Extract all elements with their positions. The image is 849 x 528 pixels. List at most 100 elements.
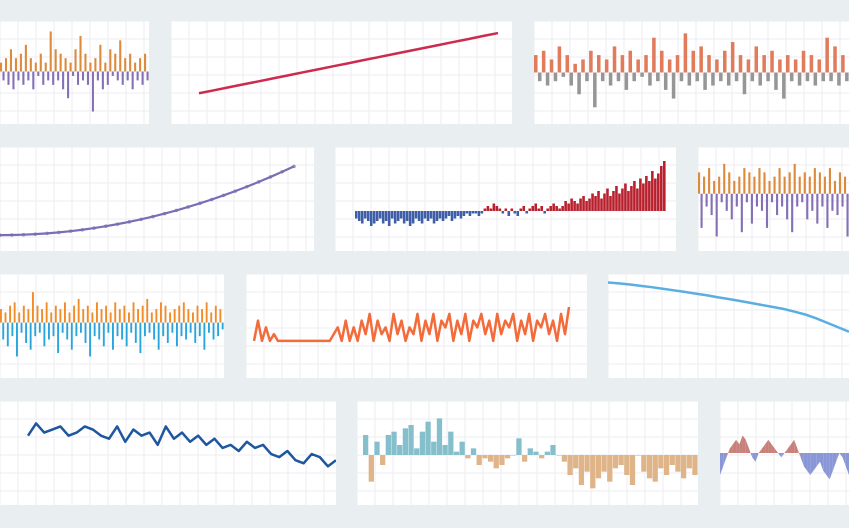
bar xyxy=(6,322,9,347)
bar xyxy=(408,425,414,455)
bar xyxy=(561,455,568,462)
bar xyxy=(667,59,672,73)
bar xyxy=(417,211,421,221)
bar xyxy=(608,72,613,86)
bar xyxy=(541,50,546,73)
area-segment xyxy=(768,439,772,453)
bar xyxy=(153,322,156,340)
bar xyxy=(576,203,579,211)
bar xyxy=(482,455,488,459)
bar xyxy=(76,71,80,85)
area-segment xyxy=(797,448,801,458)
bar xyxy=(553,72,558,82)
area-segment xyxy=(723,453,727,467)
bar xyxy=(545,72,550,86)
bar xyxy=(630,186,633,211)
bar xyxy=(34,322,37,337)
bar xyxy=(374,441,380,455)
bar xyxy=(540,206,543,211)
chart-tile-5 xyxy=(335,147,676,251)
bar xyxy=(762,55,766,73)
bar xyxy=(644,55,648,73)
bar xyxy=(131,71,134,90)
bar xyxy=(590,455,596,489)
area-segment xyxy=(781,453,785,458)
bar xyxy=(182,302,185,323)
bar xyxy=(487,455,494,462)
bar xyxy=(593,72,597,108)
bar xyxy=(9,49,13,72)
bar xyxy=(556,455,562,456)
bar xyxy=(627,191,630,211)
chart-tile-8 xyxy=(246,274,587,378)
data-point xyxy=(162,211,167,216)
area-segment xyxy=(810,453,814,475)
bar xyxy=(166,322,169,343)
gridlines xyxy=(171,21,512,124)
data-point xyxy=(245,184,249,189)
bar xyxy=(114,302,117,323)
bar xyxy=(486,206,490,211)
bar xyxy=(399,211,403,219)
bar xyxy=(573,201,576,211)
chart-tile-9 xyxy=(608,274,849,378)
bar xyxy=(740,193,743,233)
bar xyxy=(537,208,540,211)
bar xyxy=(828,168,831,194)
area-segment xyxy=(755,453,759,462)
bar xyxy=(826,193,829,228)
bar xyxy=(470,448,477,455)
chart-tile-2 xyxy=(171,21,512,124)
bar xyxy=(561,72,566,77)
bar xyxy=(703,176,706,194)
bar xyxy=(656,72,660,82)
bar xyxy=(609,196,612,211)
bar xyxy=(636,59,640,73)
area-segment xyxy=(745,439,750,453)
bar xyxy=(106,71,109,85)
bar xyxy=(77,298,80,323)
bar xyxy=(164,305,167,323)
bar xyxy=(723,163,726,194)
bar xyxy=(128,312,130,323)
bar xyxy=(82,309,85,323)
data-point xyxy=(21,232,26,237)
bar xyxy=(384,211,388,221)
area-segment xyxy=(819,453,824,471)
bar xyxy=(205,302,208,323)
bar xyxy=(144,322,146,337)
bar xyxy=(836,193,839,216)
bar xyxy=(718,176,721,194)
bar xyxy=(691,50,696,73)
bar xyxy=(513,211,517,214)
data-point xyxy=(198,201,202,206)
bar xyxy=(162,322,165,337)
bar xyxy=(770,193,774,203)
bar xyxy=(62,71,65,90)
bar xyxy=(378,211,382,219)
bar xyxy=(414,448,420,455)
data-point xyxy=(268,175,273,179)
bar xyxy=(79,35,82,72)
chart-2 xyxy=(171,21,512,124)
bar xyxy=(806,193,809,220)
bar xyxy=(641,455,647,472)
bar xyxy=(663,455,670,475)
data-point xyxy=(92,226,96,230)
bar xyxy=(468,211,472,216)
bar xyxy=(390,211,394,219)
bar xyxy=(534,203,538,211)
bar xyxy=(796,193,799,207)
bar xyxy=(462,211,466,216)
bar xyxy=(663,161,666,211)
bar xyxy=(208,322,210,333)
bar xyxy=(585,72,589,82)
bar xyxy=(755,193,758,207)
bar xyxy=(699,46,703,73)
data-point xyxy=(0,233,2,237)
bar xyxy=(776,193,779,216)
bar xyxy=(531,206,535,211)
bar xyxy=(550,445,556,455)
bar xyxy=(121,71,124,85)
bar xyxy=(109,49,112,72)
